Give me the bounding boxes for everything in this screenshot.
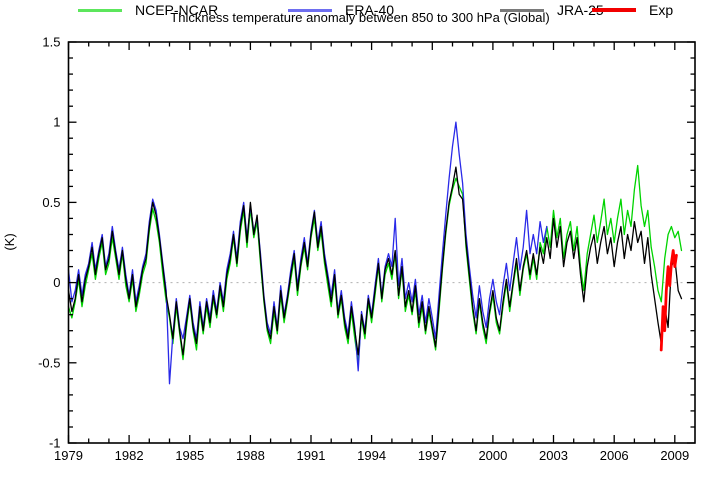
legend-label: JRA-25 — [557, 2, 604, 18]
svg-text:2003: 2003 — [539, 448, 568, 463]
chart-title: Thickness temperature anomaly between 85… — [170, 10, 549, 25]
svg-text:1994: 1994 — [357, 448, 386, 463]
chart-canvas: 1979 1982 1985 1988 1991 1994 1997 2000 2003 2006… — [2, 10, 696, 463]
svg-text:-0.5: -0.5 — [38, 355, 60, 370]
legend: NCEP-NCAR ERA-40 JRA-25 Exp — [0, 0, 720, 22]
svg-text:1985: 1985 — [175, 448, 204, 463]
legend-line-swatch — [78, 8, 122, 12]
svg-text:1: 1 — [53, 115, 60, 130]
legend-label: NCEP-NCAR — [135, 2, 219, 18]
svg-text:0.5: 0.5 — [42, 195, 60, 210]
svg-text:1982: 1982 — [115, 448, 144, 463]
legend-label: Exp — [649, 2, 674, 18]
svg-text:2000: 2000 — [478, 448, 507, 463]
plot-area: 1979 1982 1985 1988 1991 1994 1997 2000 2003 2006… — [38, 35, 696, 463]
svg-text:1997: 1997 — [418, 448, 447, 463]
svg-text:1988: 1988 — [236, 448, 265, 463]
legend-item-era-40: ERA-40 — [288, 0, 394, 20]
legend-item-exp: Exp — [592, 0, 673, 20]
legend-line-swatch — [592, 8, 636, 12]
svg-text:2006: 2006 — [600, 448, 629, 463]
svg-text:-1: -1 — [49, 436, 61, 451]
svg-text:0: 0 — [53, 275, 60, 290]
legend-line-swatch — [500, 8, 544, 12]
svg-text:1991: 1991 — [297, 448, 326, 463]
svg-text:2009: 2009 — [660, 448, 689, 463]
svg-text:1979: 1979 — [54, 448, 83, 463]
legend-item-ncep-ncar: NCEP-NCAR — [78, 0, 218, 20]
y-axis-label: (K) — [2, 233, 17, 250]
legend-item-jra-25: JRA-25 — [500, 0, 604, 20]
svg-text:1.5: 1.5 — [42, 35, 60, 50]
legend-label: ERA-40 — [345, 2, 395, 18]
legend-line-swatch — [288, 8, 332, 12]
